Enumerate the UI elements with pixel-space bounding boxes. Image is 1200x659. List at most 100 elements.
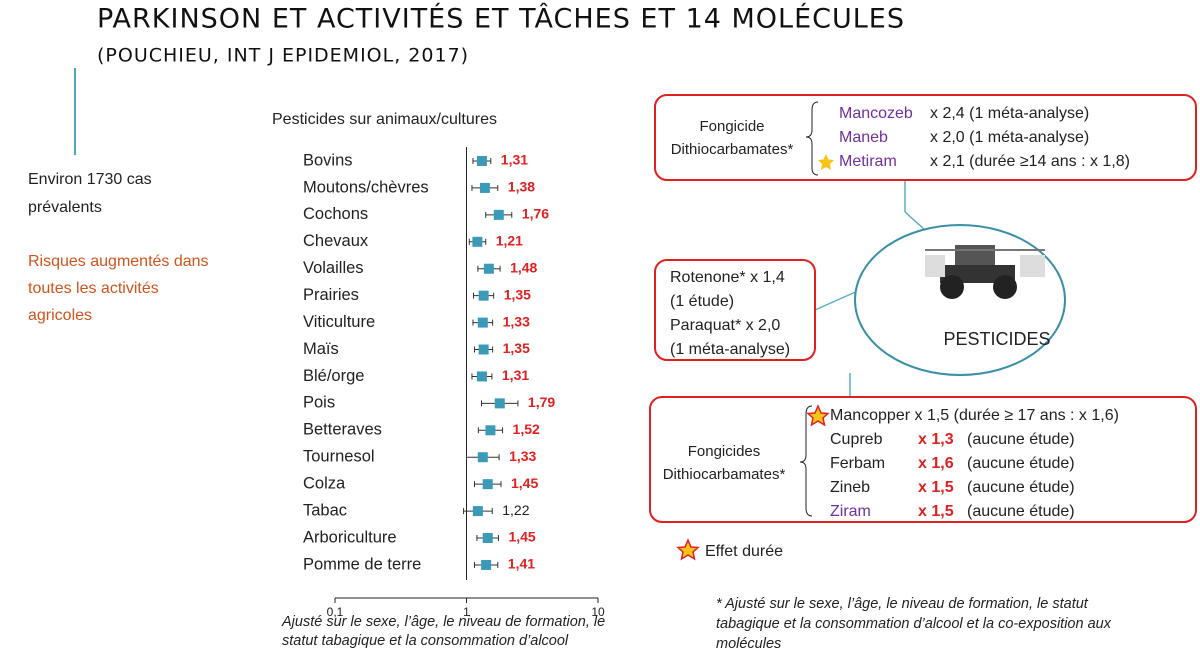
point-estimate (476, 156, 487, 166)
molecule: Zineb (830, 479, 870, 496)
point-estimate (481, 559, 492, 570)
connector (814, 289, 861, 311)
x-tick-label: 10 (591, 605, 605, 619)
x-tick-label: 1 (463, 605, 470, 619)
point-estimate (483, 263, 494, 274)
category-label: Pois (303, 394, 335, 412)
point-estimate (476, 371, 487, 382)
point-estimate (482, 533, 493, 544)
value-label: 1,31 (501, 152, 528, 168)
molecule: Ferbam (830, 455, 885, 472)
category-label: Arboriculture (303, 528, 397, 546)
molecule-name: Mancopper (830, 407, 911, 424)
bracket (799, 405, 813, 517)
point-estimate (478, 290, 489, 301)
category-label: Volailles (303, 259, 364, 277)
slide-title: PARKINSON ET ACTIVITÉS ET TÂCHES ET 14 M… (97, 3, 905, 35)
value-label: 1,79 (528, 394, 555, 410)
molecule-text: (aucune étude) (967, 431, 1075, 448)
molecule-factor: x 1,5 (918, 479, 954, 496)
value-label: 1,45 (511, 475, 538, 491)
molecule: Mancozeb (839, 105, 913, 122)
molecule-text: x 2,4 (1 méta-analyse) (930, 105, 1089, 122)
star (676, 538, 700, 561)
molecule-text: (aucune étude) (967, 479, 1075, 496)
box (649, 396, 1197, 523)
point-estimate (477, 452, 488, 463)
value-label: 1,31 (502, 367, 529, 383)
category-label: Betteraves (303, 421, 382, 439)
category-label: Tournesol (303, 448, 375, 466)
footnote: tabagique et la consommation d’alcool et… (716, 616, 1112, 632)
box (654, 259, 816, 361)
molecule-factor: x 1,3 (918, 431, 954, 448)
box-text: (1 méta-analyse) (670, 341, 790, 358)
point-estimate (477, 317, 488, 328)
molecule: Ziram (830, 503, 871, 520)
box (654, 94, 1197, 181)
molecule-text: x 2,0 (1 méta-analyse) (930, 129, 1089, 146)
left-highlight: agricoles (28, 307, 92, 324)
box-label: Fongicide (699, 118, 764, 135)
left-text: Environ 1730 cas (28, 171, 152, 188)
bracket (805, 101, 819, 176)
category-label: Viticulture (303, 313, 375, 331)
point-estimate (479, 182, 490, 193)
molecule-text: x 1,5 (durée ≥ 17 ans : x 1,6) (915, 407, 1119, 424)
box-label: Dithiocarbamates* (671, 141, 794, 158)
category-label: Cochons (303, 205, 368, 223)
point-estimate (472, 506, 483, 517)
category-label: Chevaux (303, 232, 369, 250)
left-text: prévalents (28, 199, 102, 216)
value-label: 1,22 (502, 502, 529, 518)
category-label: Moutons/chèvres (303, 178, 429, 196)
molecule: Maneb (839, 129, 888, 146)
category-label: Tabac (303, 501, 347, 519)
value-label: 1,33 (503, 313, 530, 329)
value-label: 1,33 (509, 448, 536, 464)
chart-title: Pesticides sur animaux/cultures (272, 111, 497, 128)
value-label: 1,76 (522, 206, 549, 222)
category-label: Blé/orge (303, 367, 364, 385)
point-estimate (494, 398, 505, 409)
chart-note: Ajusté sur le sexe, l’âge, le niveau de … (281, 614, 605, 630)
molecule: Cupreb (830, 431, 883, 448)
value-label: 1,21 (496, 232, 523, 248)
box-text: Paraquat* x 2,0 (670, 317, 780, 334)
left-highlight: toutes les activités (28, 280, 159, 297)
molecule-text: x 2,1 (durée ≥14 ans : x 1,8) (930, 153, 1130, 170)
point-estimate (485, 425, 496, 436)
molecule: Mancopper x 1,5 (durée ≥ 17 ans : x 1,6) (830, 407, 1119, 424)
value-label: 1,48 (510, 259, 537, 275)
connector (904, 211, 926, 231)
value-label: 1,38 (508, 179, 535, 195)
molecule-factor: x 1,5 (918, 503, 954, 520)
footnote: * Ajusté sur le sexe, l’âge, le niveau d… (716, 596, 1089, 612)
molecule: Metiram (839, 153, 897, 170)
tractor-icon (925, 245, 1045, 299)
left-highlight: Risques augmentés dans (28, 253, 209, 270)
x-tick-label: 0,1 (327, 605, 344, 619)
box-label: Fongicides (688, 443, 761, 460)
star-legend: Effet durée (705, 543, 783, 560)
value-label: 1,52 (513, 421, 540, 437)
value-label: 1,35 (503, 340, 530, 356)
pesticides-ellipse (854, 224, 1066, 376)
center-label: PESTICIDES (943, 329, 1050, 349)
star (818, 154, 834, 170)
point-estimate (478, 344, 489, 355)
footnote: molécules (716, 636, 781, 652)
category-label: Colza (303, 475, 346, 493)
chart-note: statut tabagique et la consommation d’al… (282, 633, 569, 649)
category-label: Bovins (303, 151, 353, 169)
molecule-text: (aucune étude) (967, 455, 1075, 472)
value-label: 1,35 (504, 286, 531, 302)
point-estimate (472, 236, 483, 247)
box-text: (1 étude) (670, 293, 734, 310)
molecule-factor: x 1,6 (918, 455, 954, 472)
category-label: Prairies (303, 286, 359, 304)
box-text: Rotenone* x 1,4 (670, 269, 785, 286)
slide-subtitle: (POUCHIEU, INT J EPIDEMIOL, 2017) (97, 45, 469, 67)
box-label: Dithiocarbamates* (663, 466, 786, 483)
